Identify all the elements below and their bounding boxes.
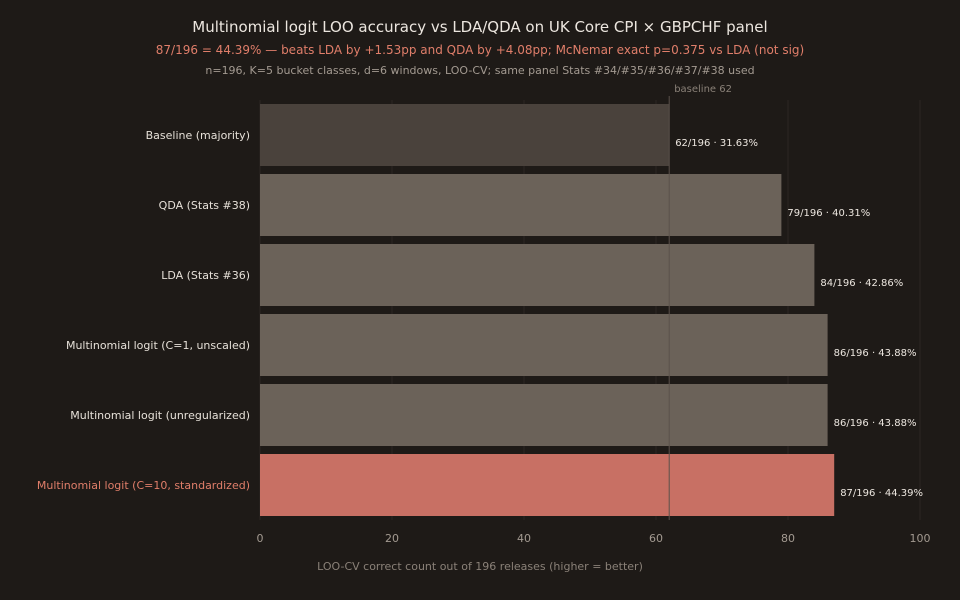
chart-note: n=196, K=5 bucket classes, d=6 windows, … [205,64,754,77]
value-label: 86/196 · 43.88% [834,418,917,429]
label-layer: Baseline (majority) 62/196 · 31.63% QDA (S… [37,129,923,499]
bar [260,454,835,516]
chart-title: Multinomial logit LOO accuracy vs LDA/QD… [192,18,767,36]
x-axis-ticks: 0 20 40 60 80 100 [257,532,931,545]
value-label: 79/196 · 40.31% [787,208,870,219]
category-label: LDA (Stats #36) [161,269,250,282]
category-label: Multinomial logit (C=10, standardized) [37,479,250,492]
bar-layer [260,104,835,516]
bar [260,314,828,376]
x-axis-label: LOO-CV correct count out of 196 releases… [317,560,643,573]
value-label: 87/196 · 44.39% [840,488,923,499]
grid-layer [259,100,921,520]
x-tick-label: 60 [649,532,663,545]
category-label: QDA (Stats #38) [159,199,250,212]
x-tick-label: 0 [257,532,264,545]
x-tick-label: 40 [517,532,531,545]
category-label: Multinomial logit (C=1, unscaled) [66,339,250,352]
category-label: Baseline (majority) [146,129,250,142]
reference-layer: baseline 62 [668,84,732,520]
x-tick-label: 100 [910,532,931,545]
bar [260,384,828,446]
value-label: 84/196 · 42.86% [820,278,903,289]
bar [260,244,815,306]
bar [260,104,670,166]
category-label: Multinomial logit (unregularized) [70,409,250,422]
chart-subtitle: 87/196 = 44.39% — beats LDA by +1.53pp a… [156,43,804,57]
value-label: 62/196 · 31.63% [675,138,758,149]
x-tick-label: 20 [385,532,399,545]
bar [260,174,782,236]
value-label: 86/196 · 43.88% [834,348,917,359]
x-tick-label: 80 [781,532,795,545]
baseline-reference-label: baseline 62 [674,84,732,95]
